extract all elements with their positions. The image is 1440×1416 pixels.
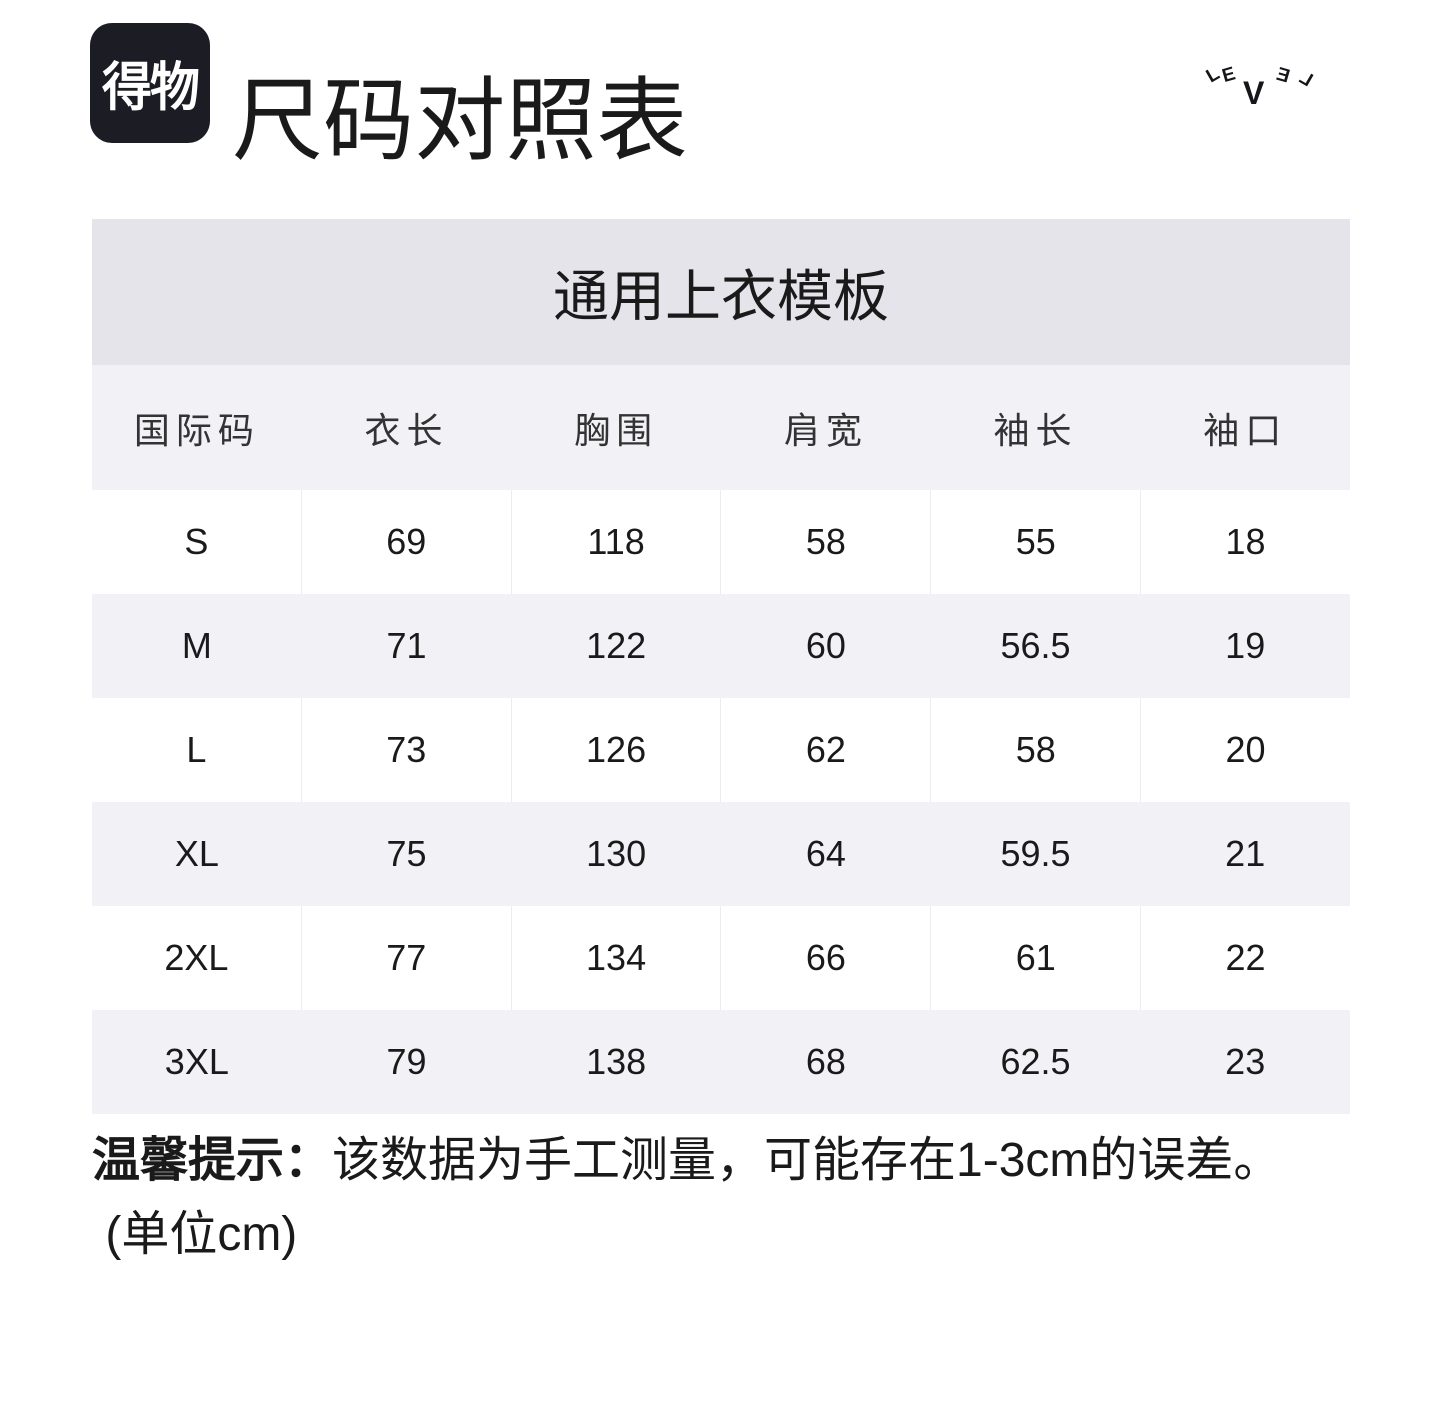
svg-text:E: E [1274,64,1292,88]
svg-text:L: L [1295,67,1316,91]
svg-text:E: E [1220,63,1238,87]
svg-text:V: V [1243,75,1265,111]
